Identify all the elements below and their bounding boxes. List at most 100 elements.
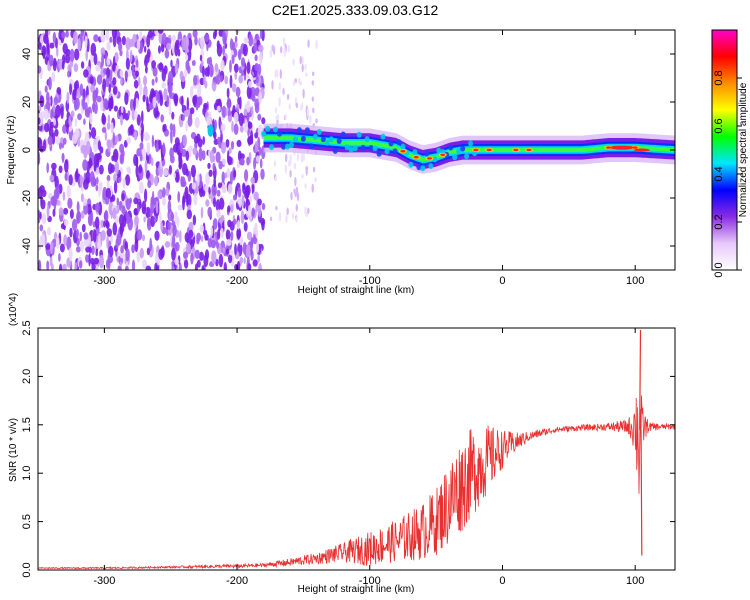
spectrogram-hotspot-core xyxy=(473,148,479,152)
spectrogram-ridge-cell xyxy=(468,140,474,147)
spectrogram-noise-cell xyxy=(260,168,265,180)
spectrogram-noise-cell xyxy=(155,76,158,83)
spectrogram-ridge-cell xyxy=(300,135,306,142)
spectrogram-noise-cell xyxy=(225,139,230,148)
spectrogram-ridge-cell xyxy=(308,143,314,150)
spectrogram-noise-cell xyxy=(87,213,93,226)
spectrogram-noise-cell xyxy=(237,187,242,199)
spectrogram-noise-cell xyxy=(274,107,278,114)
spectrogram-noise-cell xyxy=(174,62,179,75)
spectrogram-noise-cell xyxy=(146,34,151,48)
spectrogram-noise-cell xyxy=(72,89,77,101)
spectrogram-noise-cell xyxy=(314,176,317,183)
spectrogram-noise-cell xyxy=(185,150,190,161)
spectrogram-noise-cell xyxy=(63,219,69,227)
spectrogram-noise-cell xyxy=(163,168,169,177)
spectrogram-noise-cell xyxy=(155,110,160,117)
spectrogram-x-tick-label: 0 xyxy=(499,275,505,287)
snr-frame xyxy=(37,327,676,571)
spectrogram-noise-cell xyxy=(238,112,244,127)
spectrogram-noise-cell xyxy=(286,93,290,100)
spectrogram-noise-cell xyxy=(108,201,114,216)
spectrogram-ridge-cell xyxy=(289,141,294,148)
spectrogram-noise-cell xyxy=(296,192,300,202)
spectrogram-noise-cell xyxy=(222,32,227,46)
spectrogram-ridge-cell xyxy=(376,150,382,157)
spectrogram-noise-cell xyxy=(238,74,243,84)
spectrogram-noise-cell xyxy=(201,265,205,270)
spectrogram-noise-cell xyxy=(185,54,189,61)
spectrogram-hotspot-core xyxy=(486,148,492,152)
spectrogram-noise-cell xyxy=(120,149,125,158)
spectrogram-noise-cell xyxy=(219,75,223,83)
spectrogram-noise-cell xyxy=(161,82,167,89)
spectrogram-noise-cell xyxy=(246,85,252,99)
spectrogram-noise-cell xyxy=(196,237,200,245)
spectrogram-noise-cell xyxy=(239,158,245,166)
spectrogram-noise-cell xyxy=(269,49,272,58)
spectrogram-noise-cell xyxy=(55,185,60,200)
spectrogram-noise-cell xyxy=(294,176,297,187)
spectrogram-noise-cell xyxy=(68,247,73,262)
colorbar-gradient xyxy=(712,30,737,270)
spectrogram-noise-cell xyxy=(286,207,289,216)
spectrogram-noise-cell xyxy=(315,39,318,50)
spectrogram-noise-cell xyxy=(64,159,69,173)
spectrogram-noise-cell xyxy=(80,210,85,219)
spectrogram-noise-cell xyxy=(246,61,251,74)
spectrogram-noise-cell xyxy=(95,87,99,96)
spectrogram-noise-cell xyxy=(52,31,57,44)
spectrogram-noise-cell xyxy=(46,205,50,219)
spectrogram-ridge-cell xyxy=(396,139,402,146)
spectrogram-noise-cell xyxy=(200,36,205,50)
spectrogram-noise-cell xyxy=(199,224,204,233)
spectrogram-noise-cell xyxy=(94,203,100,212)
spectrogram-ridge-cell xyxy=(320,136,326,143)
spectrogram-noise-cell xyxy=(243,108,248,117)
spectrogram-noise-cell xyxy=(295,216,298,223)
spectrogram-noise-cell xyxy=(99,254,104,269)
spectrogram-noise-cell xyxy=(184,68,188,78)
spectrogram-noise-cell xyxy=(159,211,162,225)
spectrogram-noise-cell xyxy=(152,95,157,109)
spectrogram-noise-cell xyxy=(125,248,130,262)
spectrogram-noise-cell xyxy=(122,177,126,189)
spectrogram-noise-cell xyxy=(311,80,314,86)
spectrogram-noise-cell xyxy=(216,43,223,57)
spectrogram-noise-cell xyxy=(186,209,192,220)
spectrogram-noise-cell xyxy=(217,229,221,240)
spectrogram-noise-cell xyxy=(105,197,110,205)
spectrogram-noise-cell xyxy=(213,176,216,188)
spectrogram-noise-cell xyxy=(275,205,278,211)
spectrogram-noise-cell xyxy=(125,57,130,70)
spectrogram-noise-cell xyxy=(90,42,97,56)
spectrogram-noise-cell xyxy=(207,238,213,248)
spectrogram-y-tick-label: -20 xyxy=(21,190,33,206)
spectrogram-noise-cell xyxy=(76,201,80,213)
spectrogram-noise-cell xyxy=(197,138,203,148)
spectrogram-noise-cell xyxy=(228,249,234,256)
snr-y-tick-label: 2.0 xyxy=(21,369,33,384)
spectrogram-noise-cell xyxy=(110,122,114,134)
spectrogram-noise-cell xyxy=(158,164,161,174)
spectrogram-noise-cell xyxy=(51,162,57,170)
spectrogram-noise-cell xyxy=(255,155,260,163)
spectrogram-noise-cell xyxy=(43,33,49,45)
spectrogram-noise-cell xyxy=(218,217,224,224)
spectrogram-noise-cell xyxy=(250,176,255,184)
spectrogram-noise-cell xyxy=(257,198,262,206)
spectrogram-noise-cell xyxy=(161,196,167,206)
spectrogram-noise-cell xyxy=(102,78,106,93)
spectrogram-noise-cell xyxy=(194,36,198,46)
spectrogram-noise-cell xyxy=(227,115,233,122)
spectrogram-noise-cell xyxy=(243,221,248,232)
spectrogram-noise-cell xyxy=(174,211,178,225)
spectrogram-noise-cell xyxy=(115,238,119,250)
spectrogram-noise-cell xyxy=(312,166,316,173)
spectrogram-ridge-cell xyxy=(269,144,275,151)
spectrogram-noise-cell xyxy=(93,164,97,172)
spectrogram-noise-cell xyxy=(72,31,78,44)
spectrogram-hotspot-core xyxy=(606,146,612,149)
spectrogram-noise-cell xyxy=(68,174,73,186)
spectrogram-noise-cell xyxy=(107,139,112,153)
